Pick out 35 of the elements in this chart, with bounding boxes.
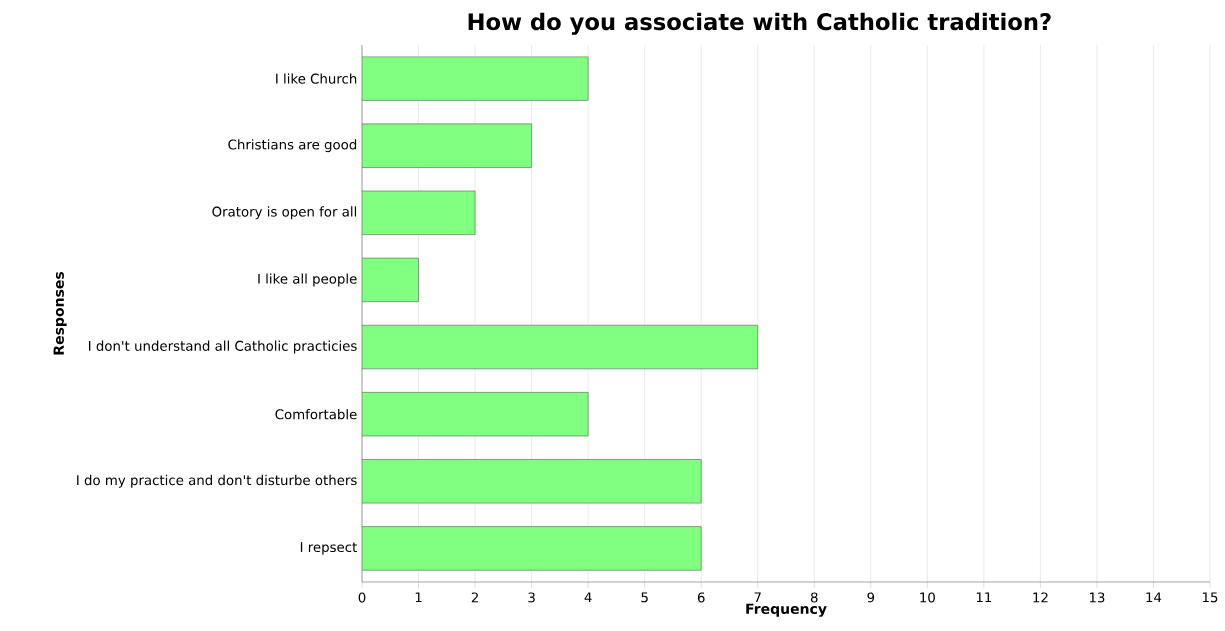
y-tick-label: Christians are good — [228, 139, 357, 153]
x-tick-label: 14 — [1146, 592, 1162, 603]
y-tick-label: I like Church — [276, 73, 357, 84]
x-tick-label: 2 — [471, 592, 478, 603]
x-tick-label: 15 — [1202, 592, 1218, 603]
bar — [362, 392, 589, 437]
y-tick-label: I do my practice and don't disturbe others — [77, 474, 357, 488]
x-tick-label: 10 — [920, 592, 935, 603]
y-tick-label: Comfortable — [275, 409, 357, 420]
x-tick-label: 11 — [976, 592, 992, 603]
bar — [362, 526, 702, 571]
x-tick-label: 13 — [1089, 592, 1105, 603]
x-tick-label: 1 — [415, 592, 422, 603]
x-tick-label: 0 — [358, 592, 366, 603]
bar — [362, 459, 702, 504]
y-tick-label: I like all people — [258, 273, 357, 287]
bar — [362, 123, 532, 168]
y-axis-title: Responses — [53, 271, 67, 355]
x-axis-title: Frequency — [746, 603, 827, 617]
y-tick-label: Oratory is open for all — [212, 206, 357, 220]
x-tick-label: 8 — [810, 592, 818, 603]
y-tick-label: I repsect — [300, 542, 357, 555]
x-tick-label: 7 — [754, 592, 761, 603]
x-tick-label: 9 — [867, 592, 875, 603]
x-tick-label: 4 — [584, 592, 592, 603]
x-tick-label: 12 — [1033, 592, 1048, 603]
x-tick-label: 5 — [641, 592, 648, 603]
bar — [362, 190, 476, 235]
y-tick-label: I don't understand all Catholic practicies — [89, 340, 357, 354]
chart-title: How do you associate with Catholic tradition? — [468, 12, 1051, 35]
bar — [362, 257, 419, 303]
bar — [362, 56, 589, 101]
bar — [362, 324, 758, 370]
x-tick-label: 6 — [697, 592, 705, 603]
x-tick-label: 3 — [528, 592, 535, 603]
